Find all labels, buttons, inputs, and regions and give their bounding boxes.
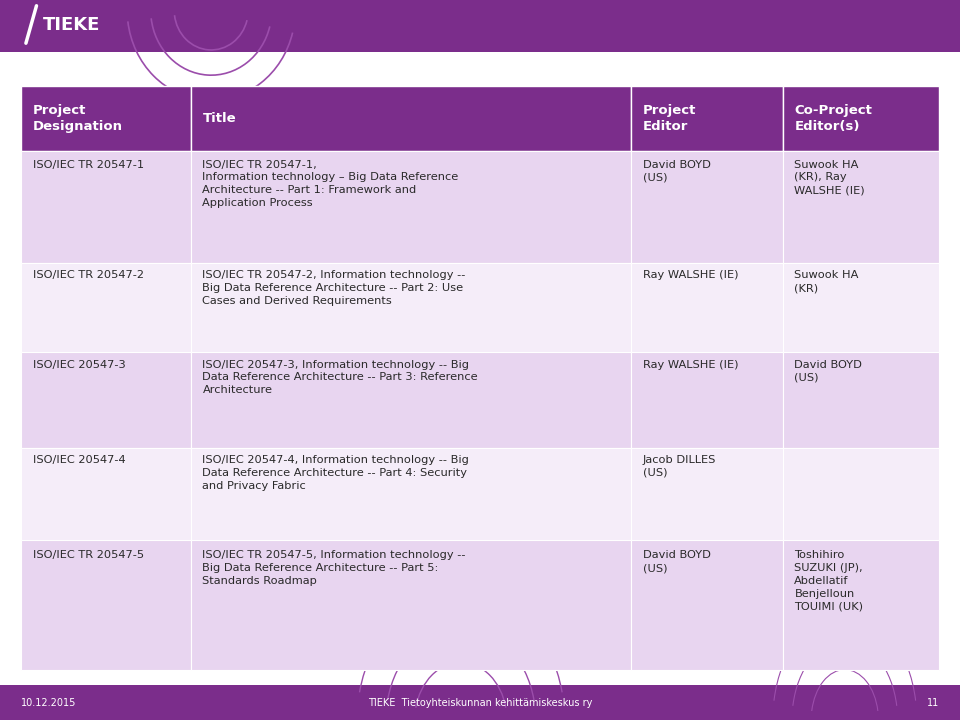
Text: ISO/IEC TR 20547-1: ISO/IEC TR 20547-1 [33,160,144,170]
Bar [782,448,939,540]
Text: ISO/IEC TR 20547-1,
Information technology – Big Data Reference
Architecture -- : ISO/IEC TR 20547-1, Information technolo… [203,160,459,208]
Bar [191,448,632,540]
Text: Jacob DILLES
(US): Jacob DILLES (US) [643,455,716,478]
Bar [0,685,960,720]
Bar [21,352,191,448]
Text: Co-Project
Editor(s): Co-Project Editor(s) [794,104,873,133]
Bar [632,150,782,264]
Bar [782,86,939,150]
Text: Ray WALSHE (IE): Ray WALSHE (IE) [643,360,738,369]
Text: Project
Editor: Project Editor [643,104,696,133]
Text: TIEKE: TIEKE [43,16,101,34]
Text: Title: Title [203,112,236,125]
Text: ISO/IEC 20547-3: ISO/IEC 20547-3 [33,360,126,369]
Bar [191,264,632,352]
Text: Toshihiro
SUZUKI (JP),
Abdellatif
Benjelloun
TOUIMI (UK): Toshihiro SUZUKI (JP), Abdellatif Benjel… [794,550,863,611]
Bar [632,352,782,448]
Text: Project
Designation: Project Designation [33,104,123,133]
Text: Suwook HA
(KR): Suwook HA (KR) [794,270,859,293]
Bar [782,540,939,670]
Bar [782,352,939,448]
Text: ISO/IEC 20547-4: ISO/IEC 20547-4 [33,455,125,465]
Text: TIEKE  Tietoyhteiskunnan kehittämiskeskus ry: TIEKE Tietoyhteiskunnan kehittämiskeskus… [368,698,592,708]
Text: ISO/IEC TR 20547-5, Information technology --
Big Data Reference Architecture --: ISO/IEC TR 20547-5, Information technolo… [203,550,466,586]
Text: David BOYD
(US): David BOYD (US) [643,160,710,182]
Bar [191,352,632,448]
Text: 11: 11 [926,698,939,708]
Bar [782,264,939,352]
Text: 10.12.2015: 10.12.2015 [21,698,77,708]
Text: David BOYD
(US): David BOYD (US) [643,550,710,573]
Text: ISO/IEC TR 20547-5: ISO/IEC TR 20547-5 [33,550,144,560]
Bar [632,540,782,670]
Text: ISO/IEC 20547-4, Information technology -- Big
Data Reference Architecture -- Pa: ISO/IEC 20547-4, Information technology … [203,455,469,490]
Text: Ray WALSHE (IE): Ray WALSHE (IE) [643,270,738,280]
Bar [782,150,939,264]
Bar [21,86,191,150]
Text: David BOYD
(US): David BOYD (US) [794,360,862,382]
Text: Suwook HA
(KR), Ray
WALSHE (IE): Suwook HA (KR), Ray WALSHE (IE) [794,160,865,195]
Bar [632,264,782,352]
Text: ISO/IEC TR 20547-2, Information technology --
Big Data Reference Architecture --: ISO/IEC TR 20547-2, Information technolo… [203,270,466,306]
Bar [21,150,191,264]
Bar [21,264,191,352]
Bar [0,0,960,52]
Bar [191,540,632,670]
Text: ISO/IEC TR 20547-2: ISO/IEC TR 20547-2 [33,270,144,280]
Bar [632,86,782,150]
Bar [21,448,191,540]
Bar [191,150,632,264]
Bar [191,86,632,150]
Bar [632,448,782,540]
Bar [21,540,191,670]
Text: ISO/IEC 20547-3, Information technology -- Big
Data Reference Architecture -- Pa: ISO/IEC 20547-3, Information technology … [203,360,478,395]
